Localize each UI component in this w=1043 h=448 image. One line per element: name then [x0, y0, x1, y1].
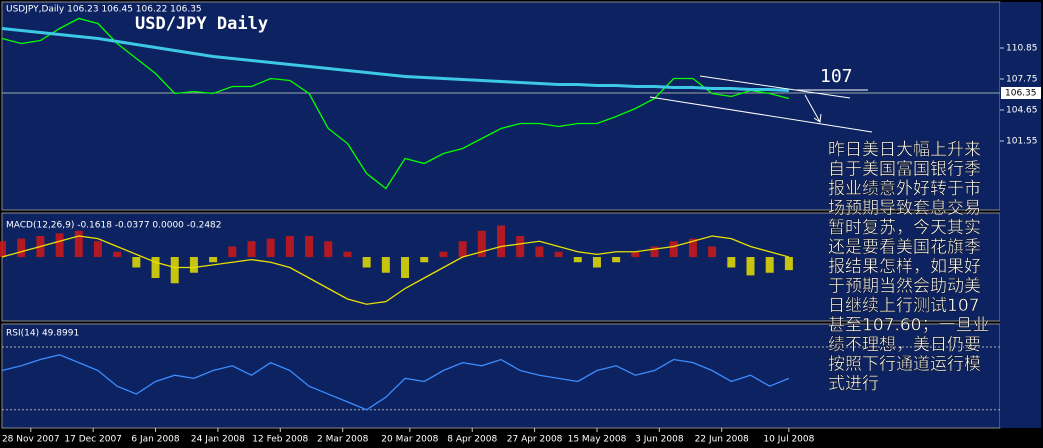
histogram-bar [516, 236, 525, 257]
annotation-line: 还是要看美国花旗季 [828, 238, 981, 258]
annotation-line: 暂时复苏，今天其实 [828, 218, 981, 238]
last-price-label: 106.35 [1005, 89, 1037, 99]
histogram-bar [535, 246, 544, 257]
x-tick-label: 3 Jun 2008 [635, 435, 684, 445]
histogram-bar [746, 257, 755, 276]
annotation-line: 绩不理想，美日仍要 [828, 335, 981, 355]
channel-line [649, 96, 873, 133]
channel-line [699, 75, 851, 99]
x-tick-label: 6 Jan 2008 [131, 435, 179, 445]
histogram-bar [113, 251, 122, 257]
histogram-bar [592, 257, 601, 268]
histogram-bar [727, 257, 736, 268]
histogram-bar [612, 257, 621, 263]
histogram-bar [17, 238, 26, 257]
histogram-bar [401, 257, 410, 278]
annotation-line: 报结果怎样，如果好 [828, 257, 981, 277]
chart-title: USD/JPY Daily [135, 14, 268, 34]
annotation-line: 于预期当然会助动美 [828, 277, 981, 297]
y-tick-label: 110.85 [1006, 44, 1038, 54]
histogram-bar [458, 241, 467, 257]
x-tick-label: 8 Apr 2008 [447, 435, 497, 445]
y-tick-label: 104.65 [1006, 106, 1038, 116]
arrow [804, 94, 822, 123]
series-line [1, 235, 790, 305]
x-tick-label: 27 Apr 2008 [507, 435, 563, 445]
histogram-bar [343, 251, 352, 257]
histogram-bar [362, 257, 371, 268]
histogram-bar [266, 238, 275, 257]
histogram-bar [554, 251, 563, 257]
x-tick-label: 2 Mar 2008 [317, 435, 369, 445]
histogram-bar [573, 257, 582, 263]
histogram-bar [381, 257, 390, 273]
x-tick-label: 10 Jul 2008 [763, 435, 814, 445]
histogram-bar [708, 246, 717, 257]
series-line [1, 27, 789, 92]
y-tick-label: 101.55 [1006, 137, 1038, 147]
histogram-bar [74, 230, 83, 257]
histogram-bar [631, 251, 640, 257]
histogram-bar [247, 241, 256, 257]
right-axis [1000, 2, 1041, 428]
x-tick-label: 28 Nov 2007 [2, 435, 60, 445]
marks [0, 17, 1000, 411]
histogram-bar [765, 257, 774, 273]
histogram-bar [688, 238, 697, 257]
price-header: USDJPY,Daily 106.23 106.45 106.22 106.35 [6, 5, 202, 15]
x-tick-label: 15 May 2008 [568, 435, 627, 445]
histogram-bar [170, 257, 179, 284]
annotation-line: 报业绩意外好转于市 [828, 179, 981, 199]
histogram-bar [497, 225, 505, 257]
annotation-line: 场预期导致套息交易 [828, 199, 981, 219]
histogram-bar [420, 257, 429, 263]
histogram-bar [650, 246, 659, 257]
x-tick-label: 17 Dec 2007 [64, 435, 122, 445]
histogram-bar [477, 230, 486, 257]
histogram-bar [0, 241, 6, 257]
histogram-bar [439, 251, 448, 257]
histogram-bar [228, 246, 237, 257]
x-tick-label: 12 Feb 2008 [252, 435, 308, 445]
histogram-bar [209, 257, 218, 263]
rsi-panel [1, 323, 1001, 429]
x-tick-label: 22 Jun 2008 [695, 435, 749, 445]
histogram-bar [305, 236, 314, 257]
histogram-bar [151, 257, 160, 278]
macd-header: MACD(12,26,9) -0.1618 -0.0377 0.0000 -0.… [6, 221, 222, 231]
rsi-header: RSI(14) 49.8991 [6, 329, 79, 339]
series-line [1, 354, 790, 411]
histogram-bar [189, 257, 198, 273]
annotation-line: 昨日美日大幅上升来 [828, 140, 981, 160]
histogram-bar [93, 241, 102, 257]
annotation-line: 自于美国富国银行季 [828, 160, 981, 180]
annotation-line: 甚至107.60；一旦业 [828, 316, 989, 336]
series-line [1, 17, 790, 190]
price-panel [1, 1, 1001, 211]
histogram-bar [132, 257, 141, 268]
histogram-bar [285, 236, 294, 257]
histogram-bar [784, 257, 793, 271]
x-tick-label: 20 Mar 2008 [381, 435, 438, 445]
annotation-line: 日继续上行测试107 [828, 296, 979, 316]
histogram-bar [55, 233, 64, 257]
annotation: 107 [820, 66, 853, 87]
annotation-line: 按照下行通道运行模 [828, 355, 981, 375]
x-tick-label: 24 Jan 2008 [191, 435, 245, 445]
annotation-line: 式进行 [828, 374, 879, 394]
y-tick-label: 107.75 [1006, 75, 1038, 85]
histogram-bar [669, 241, 678, 257]
last-price-box [1001, 87, 1041, 99]
histogram-bar [324, 241, 333, 257]
